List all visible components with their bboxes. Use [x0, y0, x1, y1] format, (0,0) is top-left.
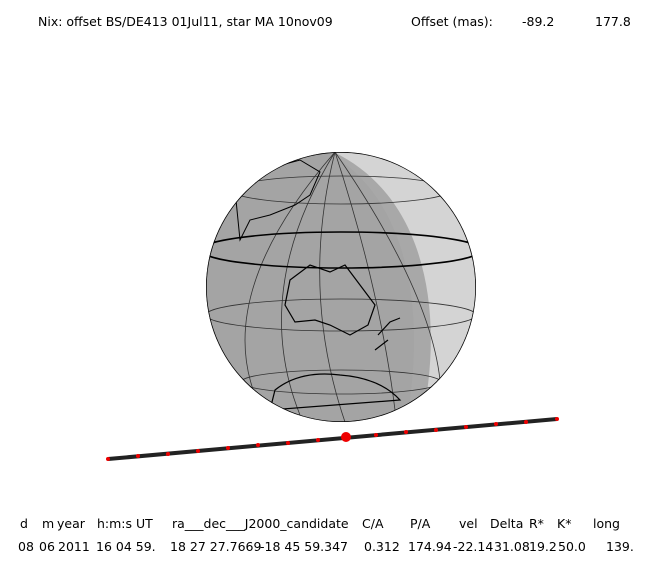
column-header: R*: [529, 516, 544, 531]
column-header: vel: [459, 516, 478, 531]
column-header: d: [20, 516, 28, 531]
cell: 16 04 59.: [96, 539, 156, 554]
occultation-track: [106, 417, 559, 461]
column-header: ra___dec___J2000_candidate: [172, 516, 349, 531]
cell: 50.0: [558, 539, 586, 554]
cell: 19.2: [529, 539, 557, 554]
column-header: h:m:s UT: [97, 516, 153, 531]
cell: 31.08: [494, 539, 530, 554]
column-header: m: [42, 516, 54, 531]
cell: 174.94: [408, 539, 452, 554]
column-header: K*: [557, 516, 571, 531]
column-header: year: [57, 516, 86, 531]
globe: [206, 152, 476, 422]
cell: 2011: [58, 539, 90, 554]
column-header: P/A: [410, 516, 431, 531]
column-header: Delta: [490, 516, 523, 531]
cell: 18 27 27.7669: [170, 539, 261, 554]
table-row: 08 06 2011 16 04 59. 18 27 27.7669 -18 4…: [18, 539, 634, 554]
offset-x: -89.2: [522, 14, 554, 29]
cell: 0.312: [364, 539, 400, 554]
cell: 06: [39, 539, 55, 554]
offset-label: Offset (mas):: [411, 14, 493, 29]
title: Nix: offset BS/DE413 01Jul11, star MA 10…: [38, 14, 333, 29]
cell: -22.14: [453, 539, 493, 554]
column-header: C/A: [362, 516, 384, 531]
column-header: long: [593, 516, 620, 531]
cell: 08: [18, 539, 34, 554]
cell: -18 45 59.347: [260, 539, 348, 554]
table-header: d m year h:m:s UT ra___dec___J2000_candi…: [20, 516, 620, 531]
offset-y: 177.8: [595, 14, 631, 29]
cell: 139.: [606, 539, 634, 554]
